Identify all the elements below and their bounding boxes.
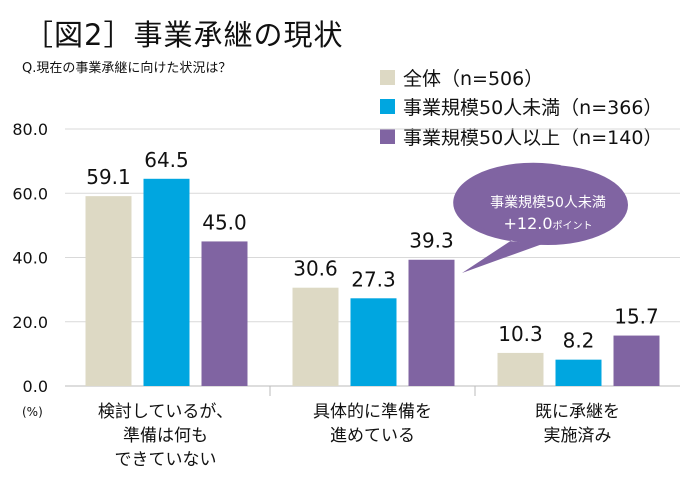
bar [201,241,248,386]
x-tick-label: 具体的に準備を [313,402,432,422]
bar [143,178,190,386]
chart-subtitle: Q.現在の事業承継に向けた状況は？ [22,61,232,76]
y-tick-label: 20.0 [12,313,48,332]
y-unit-label: (%) [22,405,43,419]
chart-title: ［図2］事業承継の現状 [24,18,344,52]
bar [350,298,397,386]
legend-swatch [380,129,395,144]
y-tick-label: 60.0 [12,184,48,203]
data-label: 45.0 [202,210,247,234]
x-tick-label: 既に承継を [535,402,620,422]
bar [497,352,544,386]
y-tick-label: 80.0 [12,120,48,139]
y-tick-label: 40.0 [12,249,48,268]
data-label: 30.6 [293,257,338,281]
legend-swatch [380,70,395,85]
x-tick-label: 準備は何も [123,426,208,446]
bar [555,359,602,386]
data-label: 8.2 [563,329,595,353]
data-label: 10.3 [498,322,543,346]
legend-swatch [380,99,395,114]
x-tick-label: 進めている [330,426,415,446]
x-tick-label: 実施済み [544,426,612,446]
data-label: 15.7 [614,305,659,329]
data-label: 64.5 [144,148,189,172]
bar [292,287,339,386]
legend-label: 事業規模50人未満（n=366） [403,97,663,119]
legend-item: 事業規模50人未満（n=366） [380,93,662,120]
legend-item: 全体（n=506） [380,64,543,91]
x-tick-label: できていない [115,450,217,470]
x-tick-label: 検討しているが、 [98,402,233,422]
annotation-bubble [468,165,628,245]
annotation-line1: 事業規模50人未満 [490,195,606,211]
bar [613,335,660,386]
data-label: 39.3 [409,229,454,253]
legend-label: 事業規模50人以上（n=140） [403,127,663,149]
data-label: 59.1 [86,165,131,189]
y-tick-label: 0.0 [23,377,48,396]
legend-item: 事業規模50人以上（n=140） [380,123,662,150]
bar [85,196,132,386]
bar [408,259,455,386]
data-label: 27.3 [351,267,396,291]
legend-label: 全体（n=506） [403,68,544,90]
